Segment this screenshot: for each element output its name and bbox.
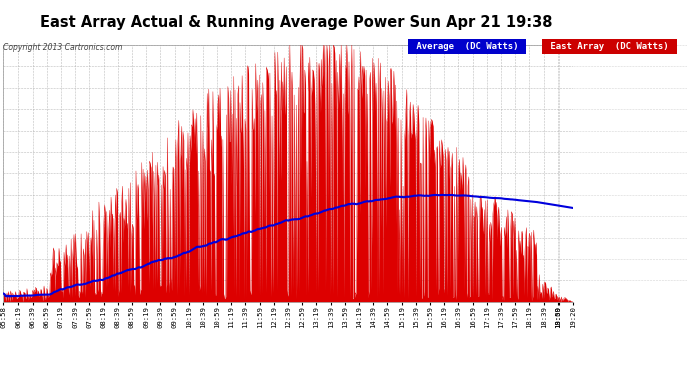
Text: Copyright 2013 Cartronics.com: Copyright 2013 Cartronics.com [3, 43, 123, 52]
Text: East Array Actual & Running Average Power Sun Apr 21 19:38: East Array Actual & Running Average Powe… [41, 15, 553, 30]
Text: Average  (DC Watts): Average (DC Watts) [411, 42, 524, 51]
Text: East Array  (DC Watts): East Array (DC Watts) [545, 42, 674, 51]
